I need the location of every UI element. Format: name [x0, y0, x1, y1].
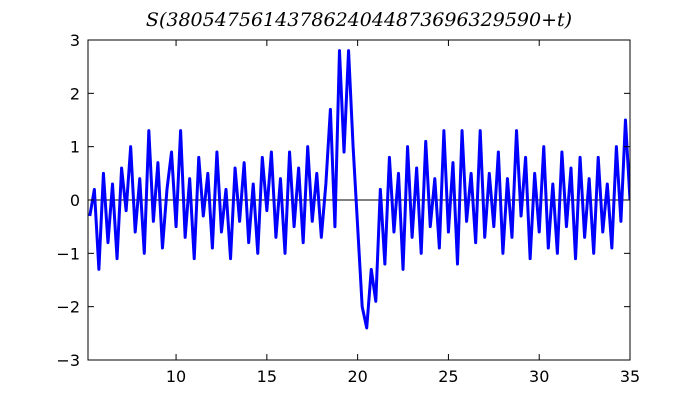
data-line: [88, 49, 630, 330]
x-tick-label: 10: [166, 367, 186, 386]
y-tick-label: 1: [70, 138, 80, 157]
y-tick-label: −2: [56, 298, 80, 317]
chart-title: S(3805475614378624044873696329590+t): [146, 9, 572, 31]
x-tick-label: 35: [620, 367, 640, 386]
x-tick-label: 15: [257, 367, 277, 386]
y-tick-label: −3: [56, 351, 80, 370]
y-tick-label: −1: [56, 244, 80, 263]
x-tick-label: 30: [529, 367, 549, 386]
y-tick-label: 3: [70, 31, 80, 50]
x-tick-label: 20: [347, 367, 367, 386]
y-tick-label: 0: [70, 191, 80, 210]
y-tick-label: 2: [70, 84, 80, 103]
x-tick-label: 25: [438, 367, 458, 386]
